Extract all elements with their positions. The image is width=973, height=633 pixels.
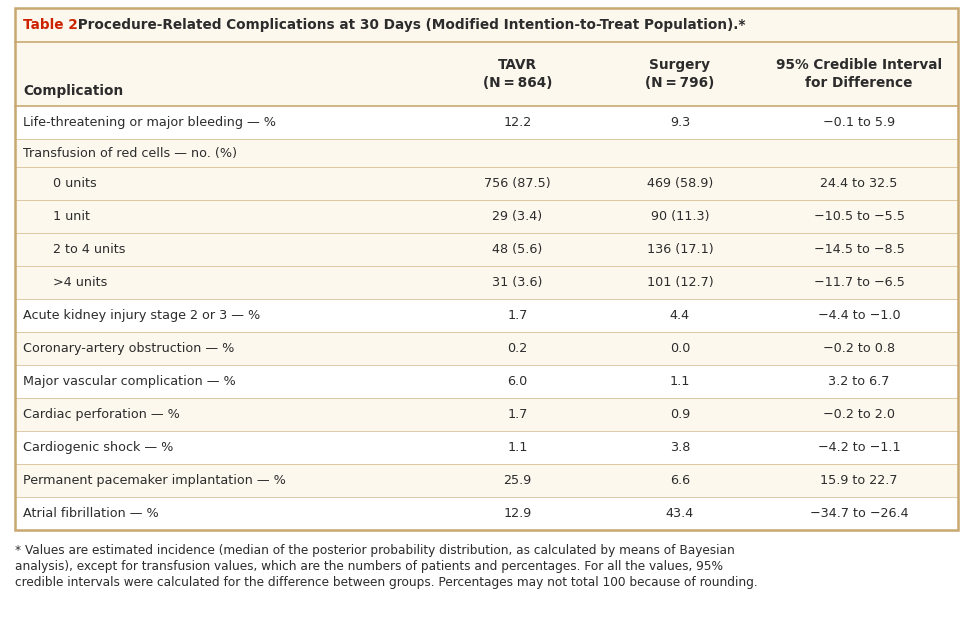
Text: 95% Credible Interval
for Difference: 95% Credible Interval for Difference xyxy=(775,58,942,90)
Text: 756 (87.5): 756 (87.5) xyxy=(485,177,551,190)
Text: 0.2: 0.2 xyxy=(507,342,527,355)
Text: 6.0: 6.0 xyxy=(507,375,527,388)
Bar xyxy=(16,139,957,167)
Text: 1.1: 1.1 xyxy=(669,375,690,388)
Text: Surgery
(N = 796): Surgery (N = 796) xyxy=(645,58,714,90)
Text: Atrial fibrillation — %: Atrial fibrillation — % xyxy=(23,507,159,520)
Bar xyxy=(16,365,957,398)
Text: Acute kidney injury stage 2 or 3 — %: Acute kidney injury stage 2 or 3 — % xyxy=(23,309,260,322)
Text: 469 (58.9): 469 (58.9) xyxy=(647,177,713,190)
Text: −14.5 to −8.5: −14.5 to −8.5 xyxy=(813,243,905,256)
Text: 1.7: 1.7 xyxy=(507,408,527,421)
Text: 9.3: 9.3 xyxy=(669,116,690,129)
Bar xyxy=(16,233,957,266)
Bar xyxy=(16,431,957,464)
Text: 1 unit: 1 unit xyxy=(53,210,90,223)
Text: Cardiogenic shock — %: Cardiogenic shock — % xyxy=(23,441,173,454)
Text: Transfusion of red cells — no. (%): Transfusion of red cells — no. (%) xyxy=(23,146,237,160)
Text: Permanent pacemaker implantation — %: Permanent pacemaker implantation — % xyxy=(23,474,286,487)
Text: 3.2 to 6.7: 3.2 to 6.7 xyxy=(828,375,889,388)
Text: −4.2 to −1.1: −4.2 to −1.1 xyxy=(817,441,900,454)
Text: −0.1 to 5.9: −0.1 to 5.9 xyxy=(823,116,895,129)
Bar xyxy=(16,200,957,233)
Text: Life-threatening or major bleeding — %: Life-threatening or major bleeding — % xyxy=(23,116,276,129)
Text: 1.1: 1.1 xyxy=(507,441,527,454)
Text: 101 (12.7): 101 (12.7) xyxy=(647,276,713,289)
Bar xyxy=(16,266,957,299)
Text: −34.7 to −26.4: −34.7 to −26.4 xyxy=(810,507,909,520)
Text: Table 2.: Table 2. xyxy=(23,18,83,32)
Text: 29 (3.4): 29 (3.4) xyxy=(492,210,543,223)
Text: 24.4 to 32.5: 24.4 to 32.5 xyxy=(820,177,898,190)
Text: 2 to 4 units: 2 to 4 units xyxy=(53,243,126,256)
Text: 90 (11.3): 90 (11.3) xyxy=(651,210,709,223)
Text: analysis), except for transfusion values, which are the numbers of patients and : analysis), except for transfusion values… xyxy=(15,560,723,573)
Text: Coronary-artery obstruction — %: Coronary-artery obstruction — % xyxy=(23,342,234,355)
Bar xyxy=(16,497,957,530)
Bar xyxy=(16,167,957,200)
Text: 15.9 to 22.7: 15.9 to 22.7 xyxy=(820,474,898,487)
Text: Procedure-Related Complications at 30 Days (Modified Intention-to-Treat Populati: Procedure-Related Complications at 30 Da… xyxy=(73,18,745,32)
Text: >4 units: >4 units xyxy=(53,276,107,289)
Text: 12.2: 12.2 xyxy=(503,116,531,129)
Text: 0.0: 0.0 xyxy=(669,342,690,355)
Bar xyxy=(16,106,957,139)
Bar xyxy=(16,332,957,365)
Text: * Values are estimated incidence (median of the posterior probability distributi: * Values are estimated incidence (median… xyxy=(15,544,735,557)
Text: Major vascular complication — %: Major vascular complication — % xyxy=(23,375,235,388)
Text: 6.6: 6.6 xyxy=(670,474,690,487)
Bar xyxy=(16,299,957,332)
Bar xyxy=(15,8,958,530)
Bar xyxy=(16,398,957,431)
Text: 3.8: 3.8 xyxy=(669,441,690,454)
Text: 25.9: 25.9 xyxy=(503,474,531,487)
Bar xyxy=(16,464,957,497)
Text: 0 units: 0 units xyxy=(53,177,96,190)
Text: −0.2 to 2.0: −0.2 to 2.0 xyxy=(823,408,895,421)
Text: credible intervals were calculated for the difference between groups. Percentage: credible intervals were calculated for t… xyxy=(15,576,758,589)
Text: 0.9: 0.9 xyxy=(669,408,690,421)
Text: −0.2 to 0.8: −0.2 to 0.8 xyxy=(823,342,895,355)
Text: −11.7 to −6.5: −11.7 to −6.5 xyxy=(813,276,905,289)
Text: 31 (3.6): 31 (3.6) xyxy=(492,276,543,289)
Text: 48 (5.6): 48 (5.6) xyxy=(492,243,543,256)
Text: 12.9: 12.9 xyxy=(503,507,531,520)
Text: 136 (17.1): 136 (17.1) xyxy=(647,243,713,256)
Bar xyxy=(15,42,958,106)
Text: 1.7: 1.7 xyxy=(507,309,527,322)
Text: TAVR
(N = 864): TAVR (N = 864) xyxy=(483,58,553,90)
Text: −10.5 to −5.5: −10.5 to −5.5 xyxy=(813,210,905,223)
Text: 4.4: 4.4 xyxy=(670,309,690,322)
Text: Cardiac perforation — %: Cardiac perforation — % xyxy=(23,408,180,421)
Text: 43.4: 43.4 xyxy=(666,507,694,520)
Text: Complication: Complication xyxy=(23,84,124,98)
Bar xyxy=(15,8,958,42)
Text: −4.4 to −1.0: −4.4 to −1.0 xyxy=(817,309,900,322)
